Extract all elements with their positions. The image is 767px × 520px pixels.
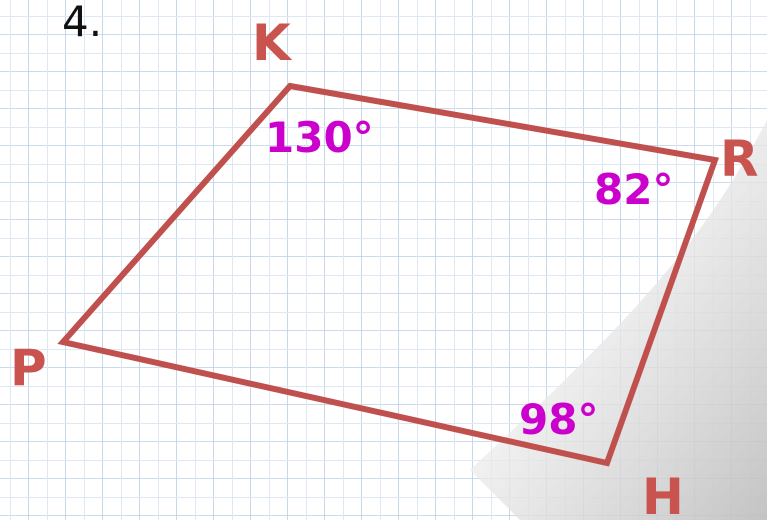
angle-label: 130° bbox=[265, 113, 374, 162]
angle-label: 82° bbox=[594, 165, 673, 214]
vertex-label: P bbox=[10, 339, 47, 397]
vertex-label: R bbox=[720, 130, 759, 188]
angle-label: 98° bbox=[519, 395, 598, 444]
diagram: 4. K R H P 130° 82° 98° bbox=[0, 0, 767, 520]
problem-number: 4. bbox=[62, 0, 102, 46]
vertex-label: H bbox=[642, 468, 684, 520]
vertex-label: K bbox=[252, 14, 293, 72]
